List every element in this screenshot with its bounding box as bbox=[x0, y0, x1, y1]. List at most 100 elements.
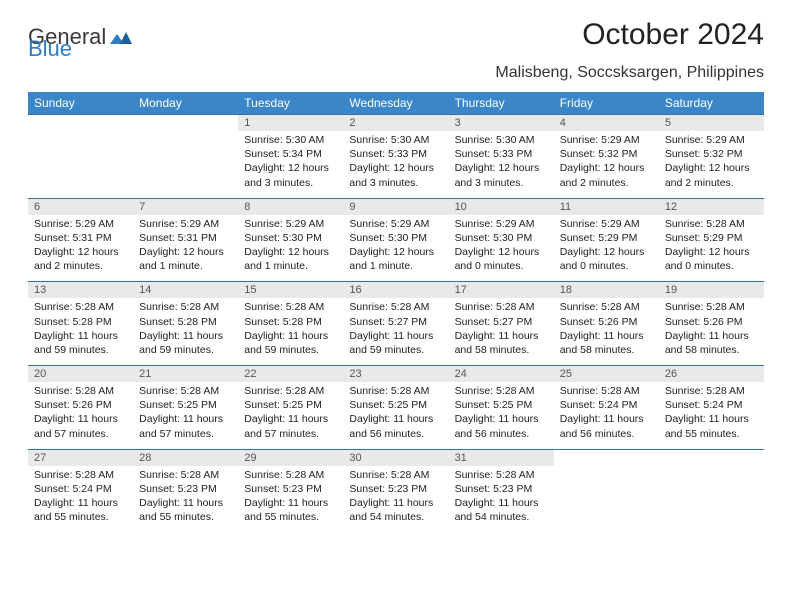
day-number-empty bbox=[28, 115, 133, 131]
calendar-week-row: 13Sunrise: 5:28 AMSunset: 5:28 PMDayligh… bbox=[28, 282, 764, 366]
day-header: Monday bbox=[133, 92, 238, 115]
calendar-cell: 5Sunrise: 5:29 AMSunset: 5:32 PMDaylight… bbox=[659, 115, 764, 199]
day-body: Sunrise: 5:29 AMSunset: 5:32 PMDaylight:… bbox=[659, 131, 764, 198]
day-number: 24 bbox=[449, 366, 554, 382]
day-header: Sunday bbox=[28, 92, 133, 115]
day-number: 9 bbox=[343, 199, 448, 215]
day-number: 4 bbox=[554, 115, 659, 131]
calendar-cell bbox=[554, 449, 659, 532]
day-body: Sunrise: 5:28 AMSunset: 5:25 PMDaylight:… bbox=[238, 382, 343, 449]
calendar-cell: 22Sunrise: 5:28 AMSunset: 5:25 PMDayligh… bbox=[238, 366, 343, 450]
day-number: 27 bbox=[28, 450, 133, 466]
day-number: 15 bbox=[238, 282, 343, 298]
day-number: 22 bbox=[238, 366, 343, 382]
day-body: Sunrise: 5:29 AMSunset: 5:31 PMDaylight:… bbox=[133, 215, 238, 282]
calendar-table: Sunday Monday Tuesday Wednesday Thursday… bbox=[28, 92, 764, 532]
day-header: Thursday bbox=[449, 92, 554, 115]
day-body-empty bbox=[659, 466, 764, 524]
calendar-cell: 7Sunrise: 5:29 AMSunset: 5:31 PMDaylight… bbox=[133, 198, 238, 282]
day-body: Sunrise: 5:29 AMSunset: 5:30 PMDaylight:… bbox=[449, 215, 554, 282]
day-number: 11 bbox=[554, 199, 659, 215]
day-header-row: Sunday Monday Tuesday Wednesday Thursday… bbox=[28, 92, 764, 115]
brand-mark-icon bbox=[110, 24, 132, 50]
day-number: 1 bbox=[238, 115, 343, 131]
day-body: Sunrise: 5:28 AMSunset: 5:26 PMDaylight:… bbox=[659, 298, 764, 365]
day-number: 3 bbox=[449, 115, 554, 131]
calendar-cell: 1Sunrise: 5:30 AMSunset: 5:34 PMDaylight… bbox=[238, 115, 343, 199]
calendar-cell: 13Sunrise: 5:28 AMSunset: 5:28 PMDayligh… bbox=[28, 282, 133, 366]
day-body-empty bbox=[554, 466, 659, 524]
day-number: 13 bbox=[28, 282, 133, 298]
calendar-cell: 28Sunrise: 5:28 AMSunset: 5:23 PMDayligh… bbox=[133, 449, 238, 532]
day-body: Sunrise: 5:28 AMSunset: 5:23 PMDaylight:… bbox=[238, 466, 343, 533]
calendar-cell: 31Sunrise: 5:28 AMSunset: 5:23 PMDayligh… bbox=[449, 449, 554, 532]
calendar-cell: 9Sunrise: 5:29 AMSunset: 5:30 PMDaylight… bbox=[343, 198, 448, 282]
calendar-cell: 2Sunrise: 5:30 AMSunset: 5:33 PMDaylight… bbox=[343, 115, 448, 199]
calendar-cell: 17Sunrise: 5:28 AMSunset: 5:27 PMDayligh… bbox=[449, 282, 554, 366]
day-body: Sunrise: 5:28 AMSunset: 5:27 PMDaylight:… bbox=[343, 298, 448, 365]
day-number: 19 bbox=[659, 282, 764, 298]
day-number: 7 bbox=[133, 199, 238, 215]
day-body: Sunrise: 5:28 AMSunset: 5:27 PMDaylight:… bbox=[449, 298, 554, 365]
calendar-cell: 8Sunrise: 5:29 AMSunset: 5:30 PMDaylight… bbox=[238, 198, 343, 282]
day-number: 12 bbox=[659, 199, 764, 215]
calendar-week-row: 1Sunrise: 5:30 AMSunset: 5:34 PMDaylight… bbox=[28, 115, 764, 199]
day-number: 29 bbox=[238, 450, 343, 466]
day-body: Sunrise: 5:29 AMSunset: 5:31 PMDaylight:… bbox=[28, 215, 133, 282]
calendar-cell: 29Sunrise: 5:28 AMSunset: 5:23 PMDayligh… bbox=[238, 449, 343, 532]
calendar-cell: 3Sunrise: 5:30 AMSunset: 5:33 PMDaylight… bbox=[449, 115, 554, 199]
day-body: Sunrise: 5:28 AMSunset: 5:24 PMDaylight:… bbox=[28, 466, 133, 533]
day-body: Sunrise: 5:28 AMSunset: 5:26 PMDaylight:… bbox=[28, 382, 133, 449]
day-body-empty bbox=[133, 131, 238, 189]
day-number: 14 bbox=[133, 282, 238, 298]
calendar-cell: 26Sunrise: 5:28 AMSunset: 5:24 PMDayligh… bbox=[659, 366, 764, 450]
day-header: Tuesday bbox=[238, 92, 343, 115]
day-body: Sunrise: 5:28 AMSunset: 5:23 PMDaylight:… bbox=[449, 466, 554, 533]
day-body: Sunrise: 5:29 AMSunset: 5:29 PMDaylight:… bbox=[554, 215, 659, 282]
day-body: Sunrise: 5:28 AMSunset: 5:24 PMDaylight:… bbox=[554, 382, 659, 449]
day-body: Sunrise: 5:28 AMSunset: 5:26 PMDaylight:… bbox=[554, 298, 659, 365]
day-body: Sunrise: 5:28 AMSunset: 5:28 PMDaylight:… bbox=[28, 298, 133, 365]
day-header: Wednesday bbox=[343, 92, 448, 115]
day-body: Sunrise: 5:28 AMSunset: 5:23 PMDaylight:… bbox=[133, 466, 238, 533]
day-body: Sunrise: 5:28 AMSunset: 5:25 PMDaylight:… bbox=[449, 382, 554, 449]
day-body-empty bbox=[28, 131, 133, 189]
day-body: Sunrise: 5:28 AMSunset: 5:29 PMDaylight:… bbox=[659, 215, 764, 282]
day-number: 25 bbox=[554, 366, 659, 382]
day-number: 2 bbox=[343, 115, 448, 131]
day-number: 6 bbox=[28, 199, 133, 215]
day-body: Sunrise: 5:30 AMSunset: 5:33 PMDaylight:… bbox=[449, 131, 554, 198]
day-number-empty bbox=[659, 450, 764, 466]
calendar-week-row: 20Sunrise: 5:28 AMSunset: 5:26 PMDayligh… bbox=[28, 366, 764, 450]
calendar-cell: 10Sunrise: 5:29 AMSunset: 5:30 PMDayligh… bbox=[449, 198, 554, 282]
day-body: Sunrise: 5:29 AMSunset: 5:30 PMDaylight:… bbox=[343, 215, 448, 282]
calendar-cell: 4Sunrise: 5:29 AMSunset: 5:32 PMDaylight… bbox=[554, 115, 659, 199]
calendar-cell: 24Sunrise: 5:28 AMSunset: 5:25 PMDayligh… bbox=[449, 366, 554, 450]
day-number: 26 bbox=[659, 366, 764, 382]
location-subtitle: Malisbeng, Soccsksargen, Philippines bbox=[28, 64, 764, 82]
calendar-cell: 12Sunrise: 5:28 AMSunset: 5:29 PMDayligh… bbox=[659, 198, 764, 282]
day-body: Sunrise: 5:28 AMSunset: 5:25 PMDaylight:… bbox=[343, 382, 448, 449]
calendar-cell bbox=[133, 115, 238, 199]
day-body: Sunrise: 5:28 AMSunset: 5:28 PMDaylight:… bbox=[133, 298, 238, 365]
day-header: Friday bbox=[554, 92, 659, 115]
calendar-cell: 20Sunrise: 5:28 AMSunset: 5:26 PMDayligh… bbox=[28, 366, 133, 450]
day-number: 8 bbox=[238, 199, 343, 215]
calendar-cell: 21Sunrise: 5:28 AMSunset: 5:25 PMDayligh… bbox=[133, 366, 238, 450]
brand-blue: Blue bbox=[28, 36, 72, 62]
day-body: Sunrise: 5:28 AMSunset: 5:28 PMDaylight:… bbox=[238, 298, 343, 365]
day-number: 10 bbox=[449, 199, 554, 215]
calendar-week-row: 6Sunrise: 5:29 AMSunset: 5:31 PMDaylight… bbox=[28, 198, 764, 282]
day-body: Sunrise: 5:30 AMSunset: 5:33 PMDaylight:… bbox=[343, 131, 448, 198]
day-body: Sunrise: 5:30 AMSunset: 5:34 PMDaylight:… bbox=[238, 131, 343, 198]
day-number-empty bbox=[133, 115, 238, 131]
calendar-cell: 18Sunrise: 5:28 AMSunset: 5:26 PMDayligh… bbox=[554, 282, 659, 366]
day-number: 31 bbox=[449, 450, 554, 466]
day-number: 30 bbox=[343, 450, 448, 466]
day-body: Sunrise: 5:28 AMSunset: 5:23 PMDaylight:… bbox=[343, 466, 448, 533]
day-body: Sunrise: 5:28 AMSunset: 5:24 PMDaylight:… bbox=[659, 382, 764, 449]
calendar-cell bbox=[28, 115, 133, 199]
calendar-cell: 19Sunrise: 5:28 AMSunset: 5:26 PMDayligh… bbox=[659, 282, 764, 366]
day-number: 18 bbox=[554, 282, 659, 298]
page-title: October 2024 bbox=[582, 18, 764, 52]
